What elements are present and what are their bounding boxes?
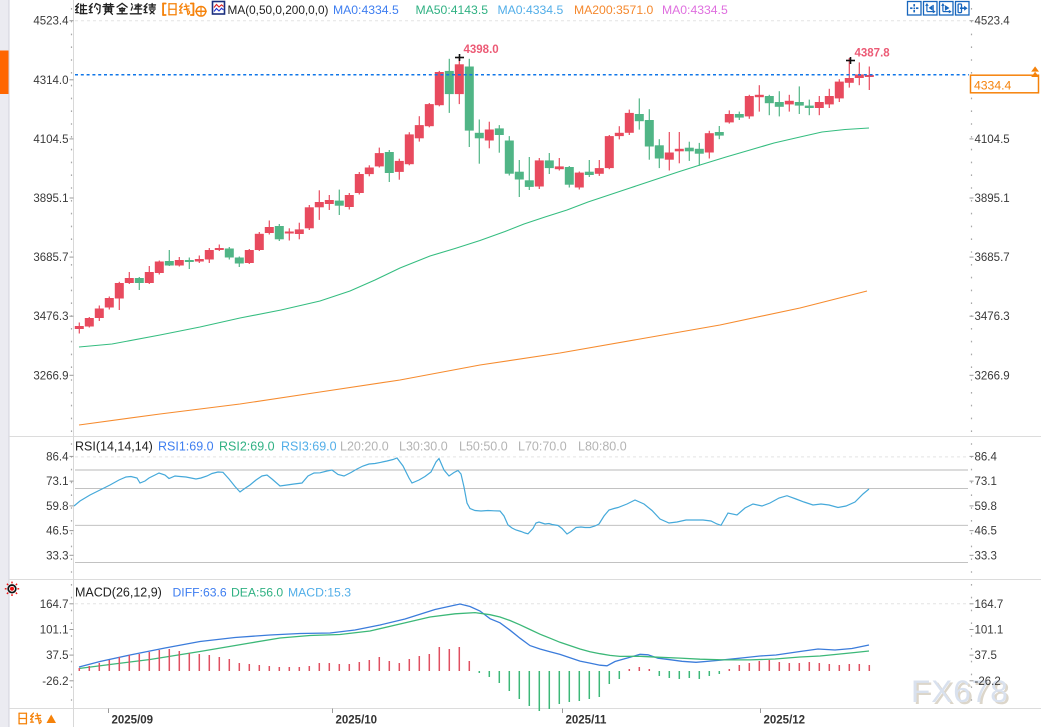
svg-text:DIFF:63.6: DIFF:63.6	[173, 586, 227, 600]
svg-text:33.3: 33.3	[46, 550, 68, 562]
svg-text:RSI1:69.0: RSI1:69.0	[158, 440, 214, 454]
svg-text:46.5: 46.5	[975, 526, 997, 538]
svg-text:MA50:4143.5: MA50:4143.5	[416, 3, 489, 17]
svg-text:L70:70.0: L70:70.0	[518, 440, 567, 454]
svg-text:86.4: 86.4	[46, 451, 69, 463]
svg-text:4387.8: 4387.8	[855, 48, 891, 60]
svg-text:MA(0,50,0,200,0,0): MA(0,50,0,200,0,0)	[228, 3, 329, 17]
svg-text:59.8: 59.8	[46, 501, 68, 513]
svg-text:-26.2: -26.2	[42, 676, 68, 688]
svg-text:164.7: 164.7	[40, 599, 69, 611]
svg-text:MACD(26,12,9): MACD(26,12,9)	[75, 586, 162, 600]
svg-text:73.1: 73.1	[975, 476, 997, 488]
svg-text:RSI(14,14,14): RSI(14,14,14)	[75, 440, 153, 454]
svg-text:MACD:15.3: MACD:15.3	[288, 586, 351, 600]
svg-text:3685.7: 3685.7	[33, 252, 68, 264]
svg-text:4334.4: 4334.4	[974, 78, 1011, 92]
svg-text:164.7: 164.7	[975, 599, 1004, 611]
svg-text:3476.3: 3476.3	[33, 311, 68, 323]
svg-text:3266.9: 3266.9	[975, 370, 1010, 382]
svg-text:101.1: 101.1	[40, 625, 69, 637]
svg-text:3476.3: 3476.3	[975, 311, 1010, 323]
svg-text:46.5: 46.5	[46, 526, 68, 538]
svg-text:4523.4: 4523.4	[33, 16, 69, 28]
svg-text:33.3: 33.3	[975, 550, 997, 562]
svg-text:37.5: 37.5	[975, 650, 997, 662]
svg-text:4104.5: 4104.5	[975, 134, 1010, 146]
svg-text:4314.0: 4314.0	[33, 75, 68, 87]
svg-text:-26.2: -26.2	[975, 676, 1001, 688]
svg-text:L80:80.0: L80:80.0	[578, 440, 627, 454]
svg-text:MA0:4334.5: MA0:4334.5	[498, 3, 564, 17]
svg-text:2025/09: 2025/09	[112, 715, 154, 727]
svg-text:37.5: 37.5	[46, 650, 68, 662]
svg-text:73.1: 73.1	[46, 476, 68, 488]
svg-text:MA0:4334.5: MA0:4334.5	[333, 3, 399, 17]
svg-text:4523.4: 4523.4	[975, 16, 1011, 28]
svg-text:2025/12: 2025/12	[764, 715, 806, 727]
svg-text:3685.7: 3685.7	[975, 252, 1010, 264]
svg-text:86.4: 86.4	[975, 451, 998, 463]
svg-text:4104.5: 4104.5	[33, 134, 68, 146]
svg-text:3895.1: 3895.1	[33, 193, 68, 205]
svg-text:2025/10: 2025/10	[336, 715, 378, 727]
svg-text:MA200:3571.0: MA200:3571.0	[574, 3, 654, 17]
svg-text:FX678: FX678	[911, 673, 1009, 709]
svg-text:3895.1: 3895.1	[975, 193, 1010, 205]
svg-text:FX678: FX678	[913, 675, 1011, 711]
svg-text:3266.9: 3266.9	[33, 370, 68, 382]
svg-text:DEA:56.0: DEA:56.0	[231, 586, 283, 600]
svg-text:4398.0: 4398.0	[464, 44, 499, 56]
svg-text:59.8: 59.8	[975, 501, 997, 513]
svg-text:L30:30.0: L30:30.0	[399, 440, 448, 454]
svg-text:MA0:4334.5: MA0:4334.5	[662, 3, 728, 17]
svg-text:101.1: 101.1	[975, 625, 1004, 637]
svg-text:RSI2:69.0: RSI2:69.0	[219, 440, 275, 454]
svg-text:L20:20.0: L20:20.0	[340, 440, 389, 454]
svg-text:RSI3:69.0: RSI3:69.0	[281, 440, 337, 454]
svg-text:L50:50.0: L50:50.0	[459, 440, 508, 454]
svg-text:2025/11: 2025/11	[566, 715, 608, 727]
